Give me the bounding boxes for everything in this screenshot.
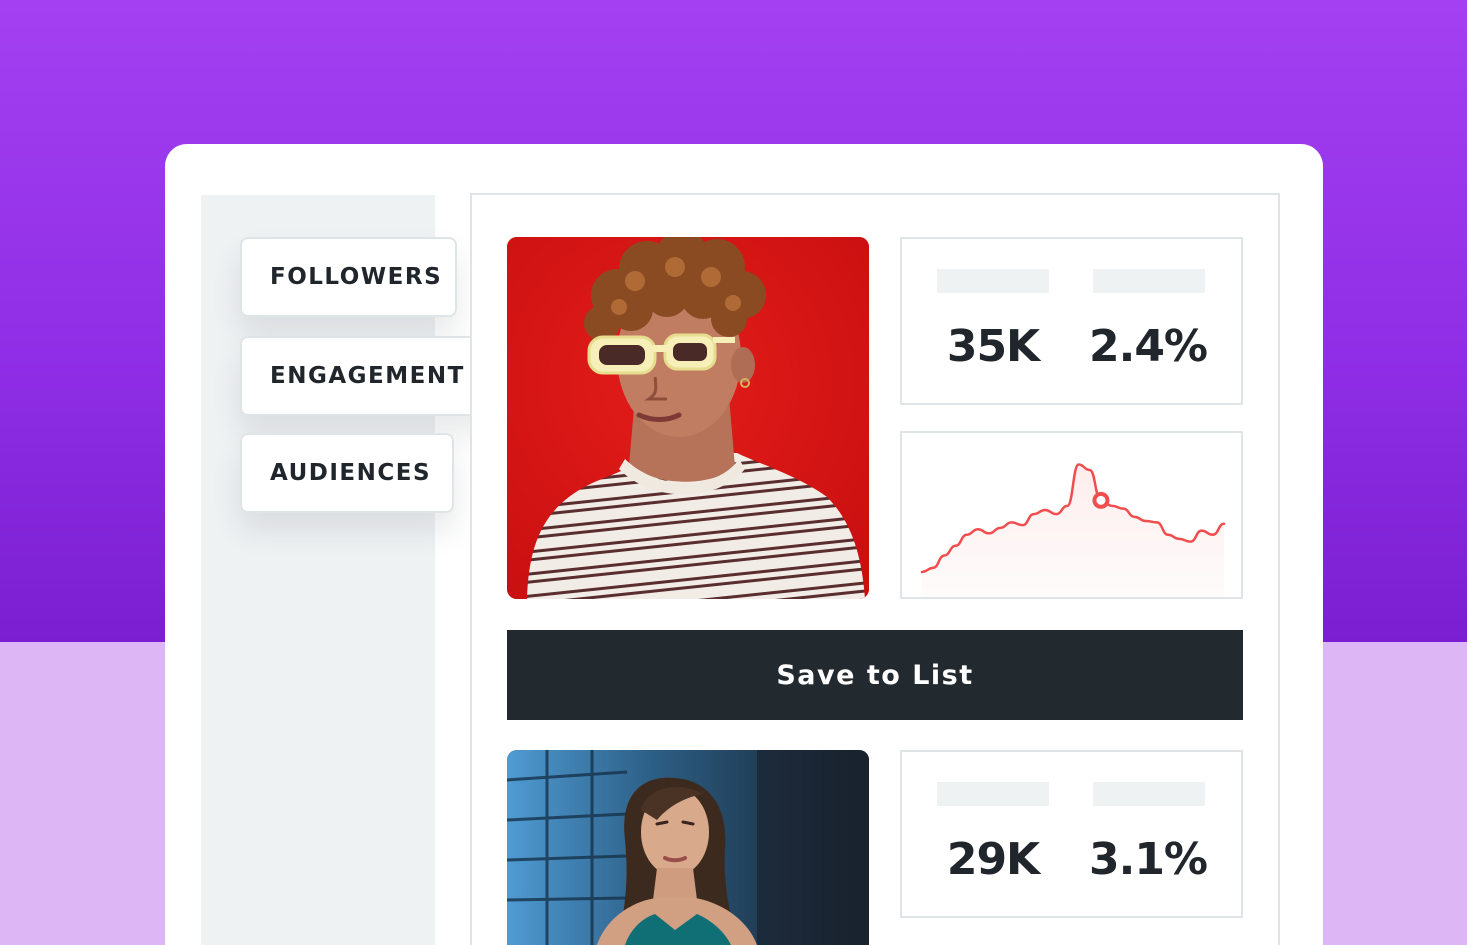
followers-label-placeholder [937, 269, 1049, 293]
stats-card-1: 35K 2.4% [900, 237, 1243, 405]
filter-engagement[interactable]: ENGAGEMENT [240, 336, 488, 416]
filter-followers[interactable]: FOLLOWERS [240, 237, 457, 317]
growth-line-chart [920, 463, 1226, 597]
growth-chart-card [900, 431, 1243, 599]
followers-count: 29K [946, 834, 1040, 885]
chart-highlight-marker[interactable] [1092, 491, 1110, 509]
filter-audiences[interactable]: AUDIENCES [240, 433, 454, 513]
followers-label-placeholder [937, 782, 1049, 806]
engagement-label-placeholder [1093, 782, 1205, 806]
chart-series-line [920, 463, 1226, 574]
profile-photo-2-illustration [507, 750, 869, 945]
engagement-label-placeholder [1093, 269, 1205, 293]
filter-followers-label: FOLLOWERS [270, 264, 443, 290]
engagement-rate: 3.1% [1088, 834, 1208, 885]
profile-photo-2[interactable] [507, 750, 869, 945]
filter-sidebar [201, 195, 435, 945]
chart-area [922, 464, 1224, 597]
filter-engagement-label: ENGAGEMENT [270, 363, 465, 389]
save-to-list-button[interactable]: Save to List [507, 630, 1243, 720]
engagement-rate: 2.4% [1088, 321, 1208, 372]
stats-card-2: 29K 3.1% [900, 750, 1243, 918]
followers-count: 35K [946, 321, 1040, 372]
profile-photo-1[interactable] [507, 237, 869, 599]
filter-audiences-label: AUDIENCES [270, 460, 432, 486]
profile-photo-1-illustration [507, 237, 869, 599]
